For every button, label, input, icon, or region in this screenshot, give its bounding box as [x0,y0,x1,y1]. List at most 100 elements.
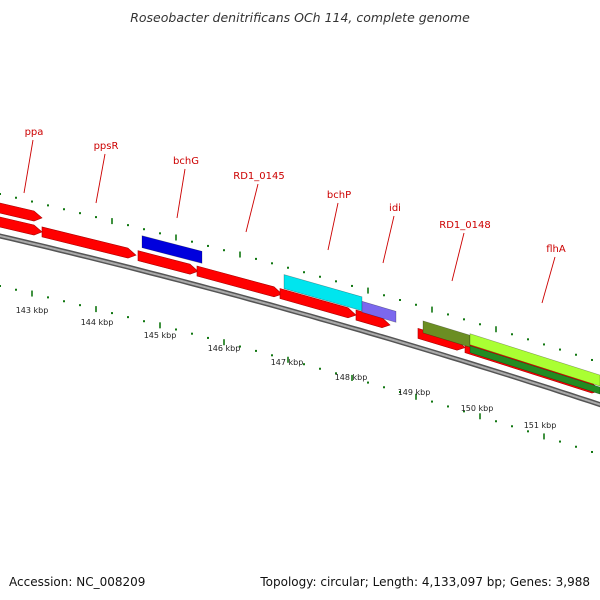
feature-layer [0,202,600,395]
kbp-label: 148 kbp [335,373,368,382]
lower-minor-tick [575,445,577,448]
gene-label-RD1_0148: RD1_0148 [439,220,490,231]
upper-minor-tick [511,333,513,336]
upper-minor-tick [479,323,481,326]
flhA-feature-dark [469,345,600,395]
lower-minor-tick [319,367,321,370]
lower-minor-tick [431,400,433,403]
upper-minor-tick [415,303,417,306]
upper-minor-tick [383,294,385,297]
gene-label-ppsR: ppsR [94,141,119,152]
leader-line-bchP [327,202,339,251]
kbp-label-layer: 143 kbp 144 kbp 145 kbp 146 kbp 147 kbp 148 k… [16,306,557,430]
upper-minor-tick [79,212,81,215]
gene-label-flhA: flhA [546,244,566,255]
lower-minor-tick [255,349,257,352]
kbp-label: 145 kbp [144,331,177,340]
kbp-label: 151 kbp [524,421,557,430]
flhA-feature-light [469,333,600,387]
lower-minor-tick [399,391,401,393]
lower-minor-tick [591,450,593,453]
idi-feature [361,300,397,323]
lower-minor-tick [15,288,17,291]
leader-line-ppa [23,139,34,194]
upper-minor-tick [255,257,257,260]
upper-minor-tick [95,216,97,219]
upper-minor-tick [223,249,225,252]
upper-tick-row [0,193,593,361]
upper-minor-tick [15,196,17,199]
upper-minor-tick [351,284,353,287]
upper-minor-tick [0,193,1,195]
lower-minor-tick [303,363,305,366]
lower-minor-tick [447,405,449,408]
upper-minor-tick [271,262,273,265]
upper-minor-tick [527,338,529,341]
upper-minor-tick [447,313,449,316]
gene-label-layer: ppa ppsR bchG RD1_0145 bchP idi RD1_0148 flhA [23,127,566,304]
lower-minor-tick [495,420,497,423]
kbp-label: 147 kbp [271,358,304,367]
upper-minor-tick [335,280,337,283]
leader-line-RD1_0145 [245,183,259,233]
kbp-label: 150 kbp [461,404,494,413]
upper-minor-tick [47,204,49,207]
kbp-label: 143 kbp [16,306,49,315]
gene-label-bchG: bchG [173,156,199,167]
kbp-label: 146 kbp [208,344,241,353]
upper-minor-tick [575,353,577,356]
upper-minor-tick [303,271,305,274]
upper-minor-tick [191,240,193,243]
gene-label-idi: idi [389,203,401,214]
lower-minor-tick [47,296,49,299]
upper-minor-tick [319,275,321,278]
lower-minor-tick [63,300,65,303]
lower-minor-tick [271,354,273,357]
lower-minor-tick [79,304,81,307]
lower-minor-tick [207,336,209,339]
lower-minor-tick [127,316,129,319]
upper-minor-tick [143,228,145,231]
lower-minor-tick [367,381,369,384]
upper-minor-tick [559,348,561,351]
lower-minor-tick [383,386,385,389]
upper-minor-tick [127,224,129,227]
lower-minor-tick [511,425,513,428]
lower-minor-tick [527,430,529,433]
kbp-label: 149 kbp [398,388,431,397]
cds-arrow-3 [137,250,199,275]
gene-label-ppa: ppa [25,127,44,138]
genome-summary-text: Topology: circular; Length: 4,133,097 bp… [259,575,590,589]
cds-upper-arrow-1 [0,202,43,222]
cds-arrow-1 [0,216,43,236]
cds-arrow-4 [196,265,283,298]
upper-minor-tick [591,358,593,361]
upper-minor-tick [31,200,33,203]
kbp-label: 144 kbp [81,318,114,327]
accession-text: Accession: NC_008209 [9,575,145,589]
lower-minor-tick [143,320,145,323]
upper-minor-tick [207,244,209,247]
leader-line-idi [382,215,395,264]
upper-minor-tick [287,266,289,269]
backbone-highlight [0,234,600,406]
upper-minor-tick [159,232,161,235]
gene-label-RD1_0145: RD1_0145 [233,171,284,182]
lower-minor-tick [175,328,177,331]
lower-minor-tick [0,285,1,287]
bchG-feature [141,235,203,264]
cds-arrow-5 [279,288,357,319]
cds-arrow-2 [41,226,137,259]
upper-minor-tick [399,299,401,301]
lower-minor-tick [191,332,193,335]
leader-line-ppsR [95,153,106,204]
upper-minor-tick [463,318,465,321]
map-title: Roseobacter denitrificans OCh 114, compl… [130,10,470,25]
lower-minor-tick [559,440,561,443]
lower-minor-tick [335,372,337,375]
leader-line-bchG [176,168,186,219]
genome-backbone [0,233,600,408]
leader-line-RD1_0148 [451,232,465,282]
leader-line-flhA [541,256,556,304]
